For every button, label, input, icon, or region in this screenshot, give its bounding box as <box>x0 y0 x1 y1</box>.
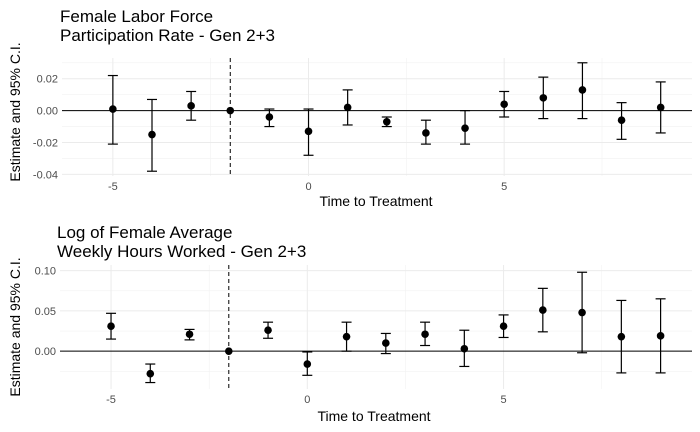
panel-2-x-axis-label: Time to Treatment <box>317 408 430 424</box>
panel-2-y-tick-label: 0.05 <box>35 306 56 318</box>
panel-1-title-line-1: Female Labor Force <box>60 7 213 26</box>
panel-1-y-tick-label: 0.00 <box>37 106 58 118</box>
panel-1-estimate-point <box>617 116 626 124</box>
panel-2-estimate-point <box>656 332 665 340</box>
panel-2-estimate-point <box>382 339 390 347</box>
panel-2-estimate-point <box>499 322 508 330</box>
panel-weekly-hours: Log of Female Average Weekly Hours Worke… <box>7 223 692 424</box>
panel-2-estimate-point <box>146 369 155 378</box>
panel-2-plot-area: -5 0 5 0.00 0.05 0.10 <box>35 265 692 406</box>
panel-2-estimate-point <box>460 344 469 353</box>
panel-1-estimate-point <box>500 100 508 109</box>
panel-2-y-tick-label: 0.00 <box>35 346 56 358</box>
panel-1-estimate-point <box>382 117 391 126</box>
panel-2-title-line-1: Log of Female Average <box>57 223 232 242</box>
panel-1-estimate-point <box>226 106 235 115</box>
panel-1-estimate-point <box>422 129 430 137</box>
panel-1-x-tick-label: -5 <box>108 181 118 193</box>
panel-2-title-line-2: Weekly Hours Worked - Gen 2+3 <box>57 242 306 261</box>
panel-1-estimate-point <box>656 103 665 112</box>
panel-1-x-axis-label: Time to Treatment <box>319 193 432 209</box>
panel-1-estimate-point <box>304 127 313 136</box>
panel-1-estimate-point <box>265 113 274 121</box>
panel-2-estimate-point <box>224 347 233 355</box>
panel-2-estimate-point <box>185 330 194 339</box>
panel-1-estimate-point <box>461 124 469 132</box>
panel-2-x-tick-label: -5 <box>106 394 116 406</box>
panel-labor-force: Female Labor Force Participation Rate - … <box>7 7 692 209</box>
panel-2-y-tick-label: 0.10 <box>35 266 56 278</box>
panel-1-estimate-point <box>539 94 548 102</box>
panel-2-x-tick-label: 5 <box>501 394 507 406</box>
panel-2-x-tick-label: 0 <box>304 394 310 406</box>
panel-1-y-tick-label: 0.02 <box>37 74 58 86</box>
panel-1-estimate-point <box>578 86 587 94</box>
panel-2-estimate-point <box>539 306 547 314</box>
panel-1-estimate-point <box>148 130 156 139</box>
panel-2-estimate-point <box>107 322 115 330</box>
panel-2-estimate-point <box>264 326 272 335</box>
panel-1-y-tick-label: -0.02 <box>33 138 58 150</box>
panel-1-estimate-point <box>343 103 352 112</box>
panel-2-estimate-point <box>342 332 351 341</box>
panel-1-y-axis-label: Estimate and 95% C.I. <box>7 42 23 181</box>
panel-1-estimate-point <box>109 105 117 113</box>
panel-2-y-axis-label: Estimate and 95% C.I. <box>7 257 23 396</box>
panel-2-estimate-point <box>421 330 429 339</box>
panel-1-title-line-2: Participation Rate - Gen 2+3 <box>60 26 275 45</box>
panel-1-y-tick-label: -0.04 <box>33 169 58 181</box>
panel-2-estimate-point <box>578 308 586 317</box>
panel-1-x-tick-label: 5 <box>501 181 507 193</box>
panel-1-x-tick-label: 0 <box>305 181 311 193</box>
panel-1-estimate-point <box>187 102 195 110</box>
panel-2-estimate-point <box>303 360 312 368</box>
panel-1-plot-area: -5 0 5 -0.04 -0.02 0.00 0.02 <box>33 58 692 193</box>
panel-2-estimate-point <box>617 332 626 341</box>
